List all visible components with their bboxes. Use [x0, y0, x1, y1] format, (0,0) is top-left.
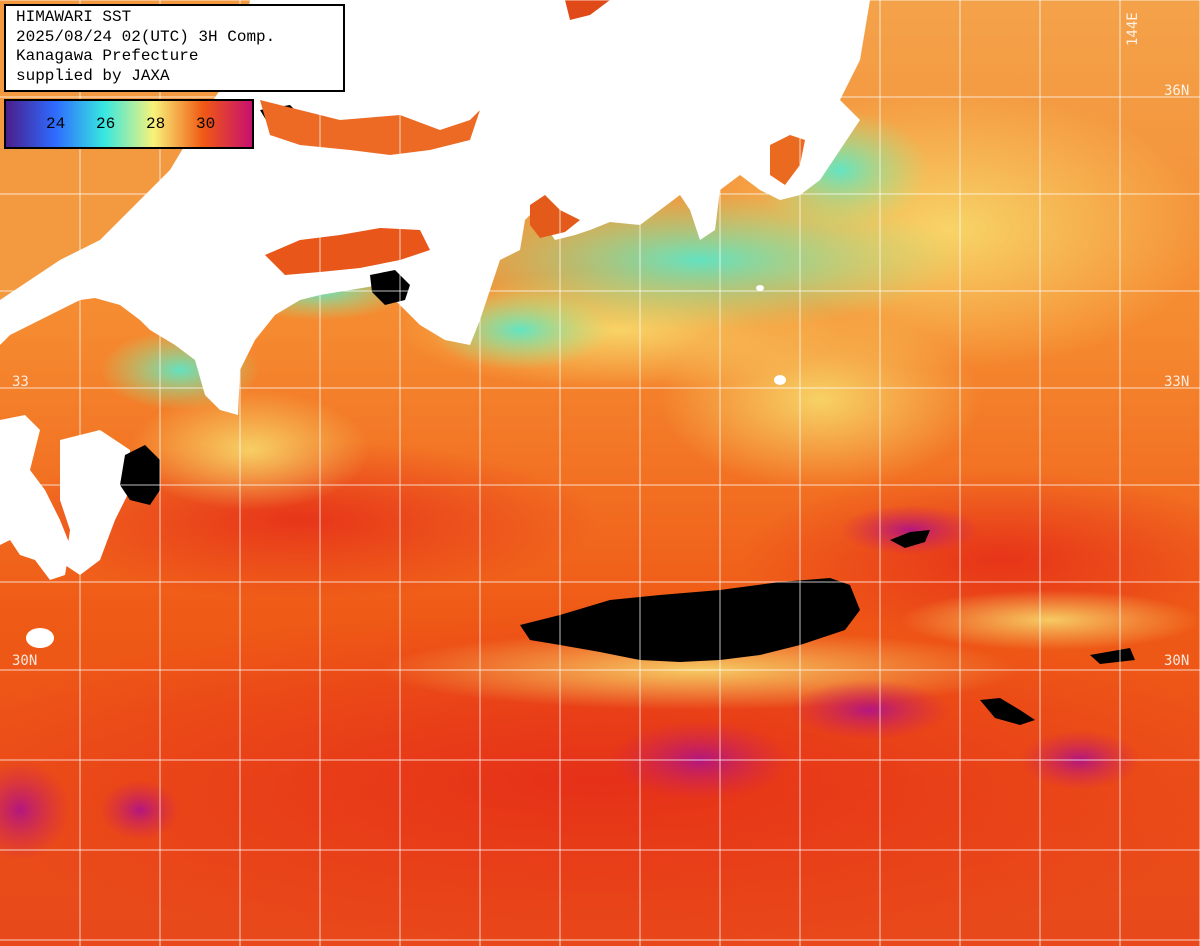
land-kyushu [0, 415, 70, 580]
sst-cool-streak [900, 590, 1200, 650]
colorbar-tick-28: 28 [146, 115, 166, 133]
sst-bay-warm [265, 228, 430, 275]
lat-label-30n-west: 30N [12, 653, 37, 669]
lat-label-33-west: 33 [12, 374, 29, 390]
colorbar-tick-26: 26 [96, 115, 116, 133]
land-honshu-inland [60, 0, 560, 300]
lon-label-144e: 144E [1125, 12, 1141, 46]
land-izu-island [756, 285, 764, 291]
title-line-datetime: 2025/08/24 02(UTC) 3H Comp. [16, 27, 276, 46]
land-tanegashima [26, 628, 54, 648]
sst-bay-warm [770, 135, 805, 185]
colorbar-tick-30: 30 [196, 115, 216, 133]
lat-label-33n: 33N [1164, 374, 1189, 390]
land-izu-island [774, 375, 786, 385]
sst-bay-warm [565, 0, 610, 20]
missing-data-cloud [120, 445, 160, 505]
lat-label-30n-east: 30N [1164, 653, 1189, 669]
sst-bay-warm [530, 195, 580, 238]
colorbar-gradient [6, 101, 252, 147]
missing-data-cloud [980, 698, 1035, 725]
title-line-credit: supplied by JAXA [16, 66, 170, 85]
sst-hot-patch [790, 680, 950, 740]
missing-data-cloud [520, 578, 860, 662]
title-line-product: HIMAWARI SST [16, 8, 132, 26]
land-kyushu-east [60, 430, 130, 575]
title-line-prefecture: Kanagawa Prefecture [16, 47, 199, 65]
lat-label-36n: 36N [1164, 83, 1189, 99]
colorbar-tick-24: 24 [46, 115, 66, 133]
missing-data-cloud [890, 530, 930, 548]
lon-label-136e: 136E [484, 12, 500, 46]
title-box: HIMAWARI SST 2025/08/24 02(UTC) 3H Comp.… [4, 4, 345, 92]
sst-colorbar: 24 26 28 30 [4, 99, 254, 149]
sst-hot-patch [0, 760, 70, 860]
sst-hot-patch [100, 780, 180, 840]
sst-cool-streak [130, 390, 370, 510]
missing-data-cloud [1090, 648, 1135, 664]
sst-hot-patch [840, 505, 980, 555]
sst-bay-warm [260, 100, 480, 155]
